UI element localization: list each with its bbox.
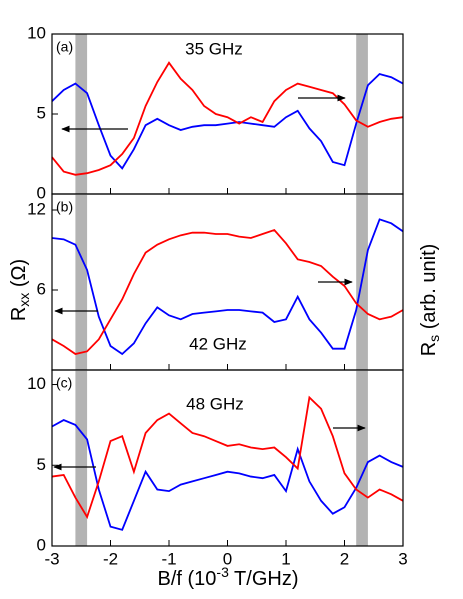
data-line xyxy=(51,218,404,356)
x-tick-label: 3 xyxy=(398,549,407,568)
shaded-band xyxy=(75,194,88,370)
data-line xyxy=(51,395,404,520)
panel-label: (c) xyxy=(56,375,72,391)
y2-axis-label: Rs (arb. unit) xyxy=(418,244,441,357)
data-line xyxy=(51,419,404,531)
x-tick-label: -1 xyxy=(161,549,176,568)
shaded-band xyxy=(75,34,88,194)
panel-label: (a) xyxy=(56,39,73,55)
shaded-band xyxy=(75,370,88,546)
shaded-band xyxy=(356,370,368,546)
y-tick-label: 10 xyxy=(27,374,46,393)
x-tick-label: -2 xyxy=(103,549,118,568)
y-tick-label: 0 xyxy=(37,183,46,202)
data-line xyxy=(51,228,404,355)
y-tick-label: 12 xyxy=(27,199,46,218)
data-line xyxy=(51,72,404,170)
x-tick-label: -3 xyxy=(44,549,59,568)
y-tick-label: 10 xyxy=(27,23,46,42)
y-tick-label: 0 xyxy=(37,535,46,554)
panel-label: (b) xyxy=(56,199,73,215)
shaded-band xyxy=(356,34,368,194)
y-axis-label: Rxx (Ω) xyxy=(8,259,31,321)
y-tick-label: 5 xyxy=(37,103,46,122)
annotation: 35 GHz xyxy=(185,39,243,58)
data-line xyxy=(51,61,404,176)
y-tick-label: 5 xyxy=(37,455,46,474)
annotation: 42 GHz xyxy=(189,334,247,353)
plot-frame xyxy=(51,369,404,547)
y-tick-label: 6 xyxy=(37,279,46,298)
x-axis-label: B/f (10-3 T/GHz) xyxy=(157,564,298,591)
x-tick-label: 1 xyxy=(281,549,290,568)
x-tick-label: 0 xyxy=(223,549,232,568)
annotation: 48 GHz xyxy=(186,394,244,413)
x-tick-label: 2 xyxy=(340,549,349,568)
